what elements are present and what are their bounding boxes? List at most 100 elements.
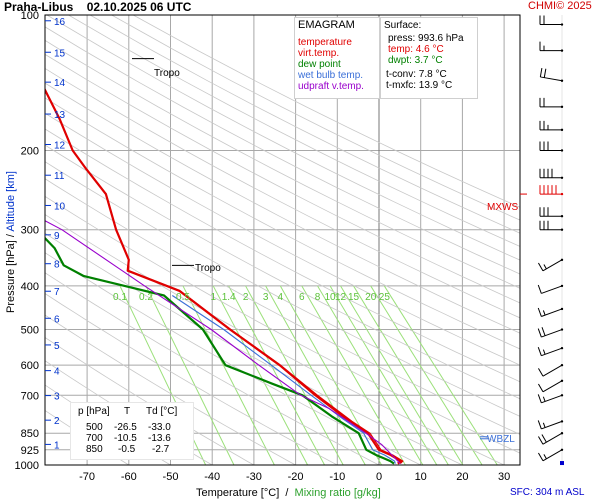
surface-box <box>380 17 478 99</box>
mixing-ratio-line <box>370 285 483 465</box>
copyright: CHMI© 2025 <box>528 0 592 12</box>
altitude-tick-label: 6 <box>54 314 60 325</box>
mixing-ratio-line <box>340 285 449 465</box>
altitude-tick-label: 2 <box>54 416 60 427</box>
wind-barb <box>538 363 564 377</box>
altitude-tick-label: 9 <box>54 231 60 242</box>
altitude-tick-label: 4 <box>54 367 60 378</box>
pressure-tick-label: 100 <box>21 10 39 22</box>
wind-barb <box>539 168 564 179</box>
table-cell: -2.7 <box>152 444 170 455</box>
series-line-wet-bulb-temp <box>171 295 396 464</box>
dry-adiabat <box>133 15 520 208</box>
table-header-td: Td [°C] <box>146 406 178 417</box>
altitude-tick-label: 16 <box>54 17 66 28</box>
table-cell: -33.0 <box>148 422 171 433</box>
table-cell: -0.5 <box>118 444 136 455</box>
dry-adiabat <box>45 53 520 304</box>
dry-adiabat <box>45 112 520 366</box>
series-line-virt-temp <box>45 88 404 465</box>
wind-barb <box>560 461 564 466</box>
altitude-tick-label: 12 <box>54 141 66 152</box>
altitude-tick-label: 15 <box>54 48 66 59</box>
dry-adiabat <box>45 39 520 289</box>
dry-adiabat <box>45 178 520 435</box>
mixing-ratio-label: 0.5 <box>176 292 190 303</box>
levels-table <box>70 402 194 460</box>
temperature-tick-label: -40 <box>204 471 220 483</box>
temperature-tick-label: -20 <box>288 471 304 483</box>
dry-adiabat <box>45 67 520 319</box>
mixing-ratio-line <box>353 285 464 465</box>
temperature-tick-label: 20 <box>456 471 468 483</box>
surface-title: Surface: <box>384 20 422 31</box>
dry-adiabat <box>46 15 520 261</box>
surface-temp: temp: 4.6 °C <box>388 44 444 55</box>
temperature-tick-label: 10 <box>415 471 427 483</box>
station-title: Praha-Libus 02.10.2025 06 UTC <box>4 0 192 14</box>
wind-barb <box>537 394 564 404</box>
altitude-tick-label: 13 <box>54 110 66 121</box>
wind-barb <box>539 120 564 132</box>
altitude-tick-label: 14 <box>54 78 66 89</box>
pressure-tick-label: 200 <box>21 145 39 157</box>
mixing-ratio-label: 12 <box>335 292 347 303</box>
surface-tconv: t-conv: 7.8 °C <box>386 69 447 80</box>
altitude-tick-label: 1 <box>54 440 60 451</box>
legend-wet-bulb: wet bulb temp. <box>298 70 364 81</box>
wind-barb <box>537 420 564 430</box>
series-line-dew-point <box>45 236 395 465</box>
dry-adiabat <box>45 82 520 334</box>
mixing-ratio-label: 0.1 <box>113 292 127 303</box>
mxws-label: MXWS <box>487 202 519 213</box>
dry-adiabat <box>45 97 520 350</box>
mixing-ratio-label: 15 <box>348 292 360 303</box>
temperature-tick-label: 0 <box>376 471 382 483</box>
mixing-ratio-line <box>228 285 325 465</box>
mixing-ratio-line <box>212 285 309 465</box>
temperature-tick-label: 30 <box>498 471 510 483</box>
tropopause-lower-label: Tropo <box>195 263 221 274</box>
pressure-tick-label: 925 <box>21 445 39 457</box>
surface-dwpt: dwpt: 3.7 °C <box>388 55 443 66</box>
mixing-ratio-label: 2 <box>243 292 249 303</box>
table-cell: 850 <box>86 444 103 455</box>
legend-virt-temp: virt.temp. <box>298 48 340 59</box>
mixing-ratio-label: 8 <box>315 292 321 303</box>
series-line-udpraft-v-temp <box>45 220 401 464</box>
dry-adiabat <box>45 128 520 383</box>
table-header-t: T <box>124 406 131 417</box>
pressure-tick-label: 300 <box>21 225 39 237</box>
wind-barb <box>539 97 564 109</box>
mixing-ratio-label: 0.2 <box>139 292 153 303</box>
mixing-ratio-line <box>301 285 406 465</box>
wind-barb <box>537 346 564 357</box>
mixing-ratio-label: 1 <box>210 292 216 303</box>
dry-adiabat <box>45 214 505 465</box>
sfc-label: SFC: 304 m ASL <box>510 487 585 498</box>
wind-barb <box>537 284 564 294</box>
mixing-ratio-line <box>383 285 498 465</box>
mixing-ratio-line <box>265 285 366 465</box>
dry-adiabat <box>111 15 520 221</box>
surface-press: press: 993.6 hPa <box>388 33 464 44</box>
dry-adiabat <box>45 26 520 275</box>
wind-barb <box>539 15 564 26</box>
wind-barb <box>538 379 564 393</box>
wind-barb <box>538 448 564 462</box>
wind-barb <box>539 185 564 196</box>
wind-barb <box>539 207 564 218</box>
table-header-p: p [hPa] <box>78 406 110 417</box>
pressure-tick-label: 850 <box>21 428 39 440</box>
table-cell: -10.5 <box>114 433 137 444</box>
dry-adiabat <box>45 272 380 465</box>
dry-adiabat <box>45 336 255 465</box>
dry-adiabat <box>45 161 520 417</box>
wind-barb <box>538 432 564 445</box>
mixing-ratio-line <box>245 285 344 465</box>
temperature-tick-label: -60 <box>121 471 137 483</box>
table-cell: -13.6 <box>148 433 171 444</box>
legend-box <box>294 17 380 99</box>
dry-adiabat <box>45 293 338 465</box>
